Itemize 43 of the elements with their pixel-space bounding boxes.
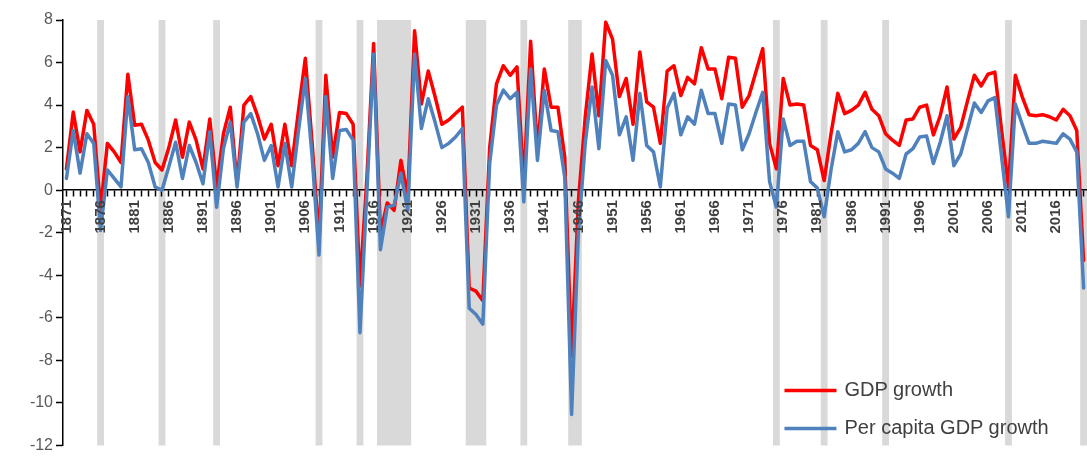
x-tick-label: 2011 bbox=[1012, 200, 1030, 233]
x-tick-label: 1996 bbox=[909, 200, 927, 234]
y-tick-label: -6 bbox=[38, 308, 54, 326]
x-tick-label: 1986 bbox=[841, 200, 859, 234]
x-tick-label: 1966 bbox=[705, 200, 723, 234]
x-tick-label: 1981 bbox=[807, 200, 825, 234]
x-tick-label: 2001 bbox=[944, 200, 962, 234]
x-tick-label: 2006 bbox=[978, 200, 996, 234]
x-tick-label: 1901 bbox=[261, 200, 279, 234]
y-tick-label: -4 bbox=[38, 265, 54, 283]
x-tick-label: 1961 bbox=[670, 200, 688, 234]
y-tick-label: -10 bbox=[29, 393, 54, 411]
x-tick-label: 1956 bbox=[636, 200, 654, 234]
y-tick-label: 6 bbox=[44, 52, 54, 70]
x-tick-label: 1911 bbox=[329, 200, 347, 233]
x-tick-label: 1971 bbox=[739, 200, 757, 234]
x-tick-label: 1976 bbox=[773, 200, 791, 234]
y-tick-label: -12 bbox=[29, 435, 54, 453]
x-tick-label: 1916 bbox=[363, 200, 381, 234]
x-tick-label: 1906 bbox=[295, 200, 313, 234]
y-tick-label: 2 bbox=[44, 138, 54, 156]
x-tick-label: 1886 bbox=[158, 200, 176, 234]
x-tick-label: 2016 bbox=[1046, 200, 1064, 234]
x-tick-label: 1926 bbox=[432, 200, 450, 234]
y-tick-label: -2 bbox=[38, 223, 54, 241]
x-tick-label: 1941 bbox=[534, 200, 552, 234]
y-tick-label: 8 bbox=[44, 10, 54, 28]
x-tick-label: 1881 bbox=[124, 200, 142, 234]
x-tick-label: 1876 bbox=[90, 200, 108, 234]
legend-label: GDP growth bbox=[844, 377, 954, 400]
x-tick-label: 1951 bbox=[602, 200, 620, 234]
x-tick-label: 1921 bbox=[397, 200, 415, 234]
y-tick-label: -8 bbox=[38, 350, 54, 368]
x-tick-label: 1931 bbox=[466, 200, 484, 234]
x-tick-label: 1991 bbox=[875, 200, 893, 234]
x-tick-label: 1936 bbox=[500, 200, 518, 234]
x-tick-label: 1896 bbox=[227, 200, 245, 234]
y-tick-label: 0 bbox=[44, 180, 54, 198]
legend-label: Per capita GDP growth bbox=[844, 415, 1049, 438]
x-tick-label: 1891 bbox=[193, 200, 211, 234]
x-tick-label: 1946 bbox=[568, 200, 586, 234]
x-tick-label: 1871 bbox=[56, 200, 74, 234]
y-tick-label: 4 bbox=[44, 95, 54, 113]
